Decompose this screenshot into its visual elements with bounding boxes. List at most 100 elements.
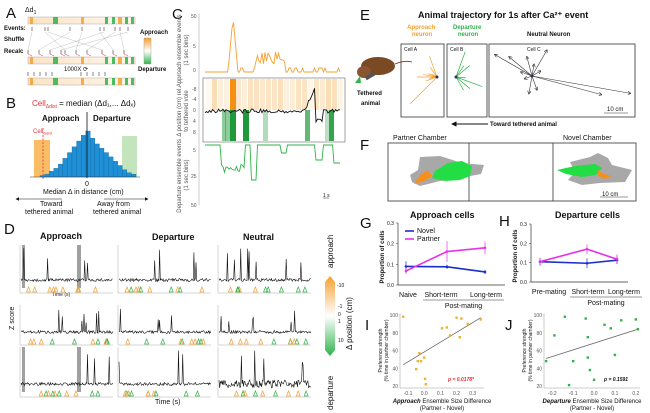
partner-approach-area (414, 170, 432, 184)
delta-d-label: Δd1 (25, 7, 37, 16)
group-label: Post-mating (445, 303, 482, 310)
x-tick-label: 0.3 (469, 391, 476, 397)
approach-band (290, 79, 295, 110)
event-marker (47, 286, 53, 293)
trace-panel (19, 305, 113, 346)
y-tick-label: 0.2 (520, 241, 527, 247)
histogram-bar (48, 171, 54, 178)
event-marker (95, 390, 101, 397)
x-tick-label: -0.2 (548, 391, 557, 397)
x-tick-label: Short-term (424, 292, 457, 299)
novel-approach-area (598, 170, 612, 179)
histogram-bar (90, 138, 96, 178)
approach-trajectory (425, 76, 438, 82)
position-segment (81, 17, 84, 24)
histogram-bar (99, 148, 105, 178)
data-point (404, 269, 408, 273)
event-marker (294, 338, 300, 345)
tick: 25 (191, 174, 197, 180)
position-colorbar (325, 276, 335, 356)
event-marker (128, 286, 134, 293)
scatter-point (424, 383, 428, 386)
panel-b: B CellΔdist = median (Δd₁,... Δdₓ) Appro… (6, 95, 149, 216)
shuffle-line (47, 31, 103, 51)
histogram-bar (126, 172, 132, 178)
shuffle-line (44, 31, 66, 51)
position-segment (131, 78, 134, 85)
x-tick-label: 0.0 (421, 391, 428, 397)
event-marker (144, 338, 150, 345)
cbar-departure: departure (326, 375, 335, 410)
approach-band (308, 79, 313, 110)
shuffle-line (86, 31, 116, 51)
event-marker (234, 390, 240, 397)
approach-band (314, 79, 319, 110)
x-tick-label: 0.2 (632, 391, 639, 397)
col-title-departure: Departure (152, 232, 195, 242)
event-marker (103, 338, 109, 345)
away-label: Away from (97, 201, 130, 208)
scatter-point (455, 316, 458, 319)
x-tick-label: 0.1 (611, 391, 618, 397)
position-bars (27, 16, 136, 86)
shuffle-line (38, 31, 71, 51)
event-marker (227, 286, 234, 293)
histogram-bar (122, 169, 128, 178)
event-marker (258, 338, 264, 345)
x-tick-label: Short-term (571, 289, 604, 296)
zero-tick: 0 (85, 181, 89, 188)
x-tick-label: -0.1 (404, 391, 413, 397)
event-marker (265, 286, 271, 293)
calcium-trace (118, 308, 211, 335)
departure-trajectory (455, 76, 471, 89)
scatter-point (553, 334, 556, 337)
panel-g-title: Approach cells (410, 210, 475, 220)
scatter-point (414, 367, 418, 371)
event-marker (263, 286, 269, 293)
event-marker (49, 338, 55, 345)
position-segment (30, 57, 33, 64)
y-tick-label: 60 (392, 349, 398, 355)
histogram (39, 130, 137, 178)
approach-band (338, 79, 343, 110)
position-segment (105, 17, 108, 24)
trace-panel (217, 245, 311, 294)
event-marker (124, 286, 130, 293)
delta-marker (27, 53, 33, 57)
neutral-trajectory (527, 57, 533, 77)
trace-grid (19, 245, 311, 398)
y-tick-label: 0.1 (387, 262, 394, 268)
chart-i: 20 40 60 80 100 -0.1 0.0 0.1 0.2 0.3 Preference st… (378, 313, 492, 412)
position-segment (118, 17, 122, 24)
cell-c-box (488, 43, 636, 118)
position-segment (53, 78, 58, 85)
tick: -8 (192, 87, 197, 93)
recalc-label: Recalc (4, 49, 24, 55)
event-marker (286, 390, 292, 397)
ylabel-bottom: Departure ensemble events (1 sec bins) (177, 137, 190, 212)
histogram-bar (62, 158, 68, 178)
histogram-bar (67, 152, 73, 178)
tick: 4 (193, 119, 196, 125)
neutral-trajectory (495, 55, 533, 77)
events-label: Events: (4, 26, 26, 32)
neutral-trajectory (531, 50, 547, 77)
y-axis-title-2: (% time in partner chamber) (384, 319, 390, 381)
panel-label-e: E (360, 7, 370, 24)
cell-dist-label: CellΔdist (33, 129, 53, 136)
approach-band (302, 79, 307, 110)
origin-dot (435, 75, 439, 79)
scatter-point (567, 383, 571, 387)
event-marker (51, 286, 57, 293)
time-label: Time (s) (155, 399, 180, 406)
approach-heading: Approach (42, 114, 79, 123)
panel-label-b: B (6, 95, 16, 112)
excluded-region (77, 347, 81, 392)
event-marker (125, 338, 131, 345)
event-marker (303, 390, 309, 397)
position-segment (125, 17, 128, 24)
approach-trajectory (423, 74, 438, 78)
histogram-bar (117, 165, 123, 178)
shuffle-line (60, 31, 129, 51)
